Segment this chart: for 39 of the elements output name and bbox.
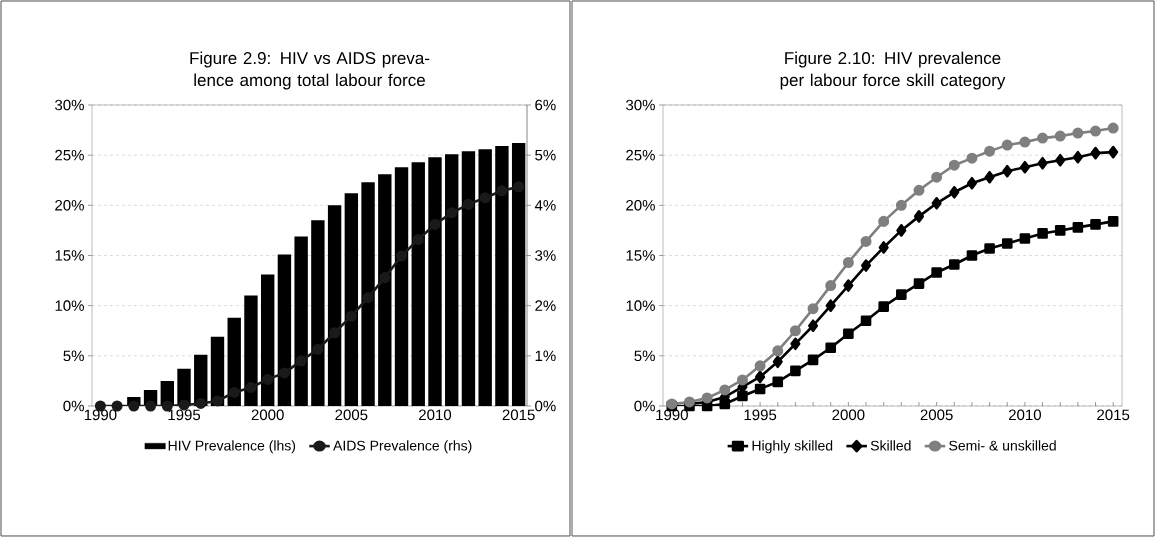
y2-tick-label: 4% [534,200,556,211]
x-tick-label: 2005 [335,409,368,421]
x-tick-label: 2000 [832,409,865,421]
x-tick-label: 2010 [1008,409,1041,421]
legend-label: Semi- & unskilled [949,440,1056,451]
legend-label: Skilled [870,440,911,451]
y-tick-label: 30% [55,99,84,111]
y2-tick-label: 2% [535,300,556,311]
x-tick-label: 2015 [502,409,535,421]
legend-label: HIV Prevalence (lhs) [168,440,296,454]
y-tick-label: 15% [55,250,84,261]
y-tick-label: 10% [55,300,84,311]
y-tick-label: 5% [63,350,84,362]
y2-tick-label: 3% [535,250,556,261]
y-tick-label: 0% [63,400,84,412]
chart-title: Figure 2.10: HIV prevalence per labour force skill category [780,51,1006,90]
y2-tick-label: 0% [535,400,556,412]
legend-label: Highly skilled [752,440,833,454]
legend-label: AIDS Prevalence (rhs) [333,440,472,454]
x-tick-label: 1990 [84,409,117,421]
y2-tick-label: 1% [535,350,556,362]
y-tick-label: 10% [626,300,655,311]
y-tick-label: 20% [55,200,84,211]
y-tick-label: 0% [634,400,655,412]
y-tick-label: 15% [626,250,655,261]
chart-title: Figure 2.9: HIV vs AIDS preva-lence among total labour force [190,51,430,90]
x-tick-label: 1995 [744,409,777,421]
y2-tick-label: 5% [535,149,556,161]
y2-tick-label: 6% [535,99,556,111]
x-tick-label: 2010 [419,409,452,421]
y-tick-label: 30% [626,99,655,111]
y-tick-label: 25% [55,149,84,161]
x-tick-label: 2015 [1097,409,1130,421]
y-tick-label: 5% [634,350,655,362]
x-tick-label: 2005 [920,409,953,421]
y-tick-label: 20% [626,200,655,211]
x-tick-label: 1995 [168,409,201,421]
y-tick-label: 25% [626,149,655,161]
x-tick-label: 2000 [251,409,284,421]
